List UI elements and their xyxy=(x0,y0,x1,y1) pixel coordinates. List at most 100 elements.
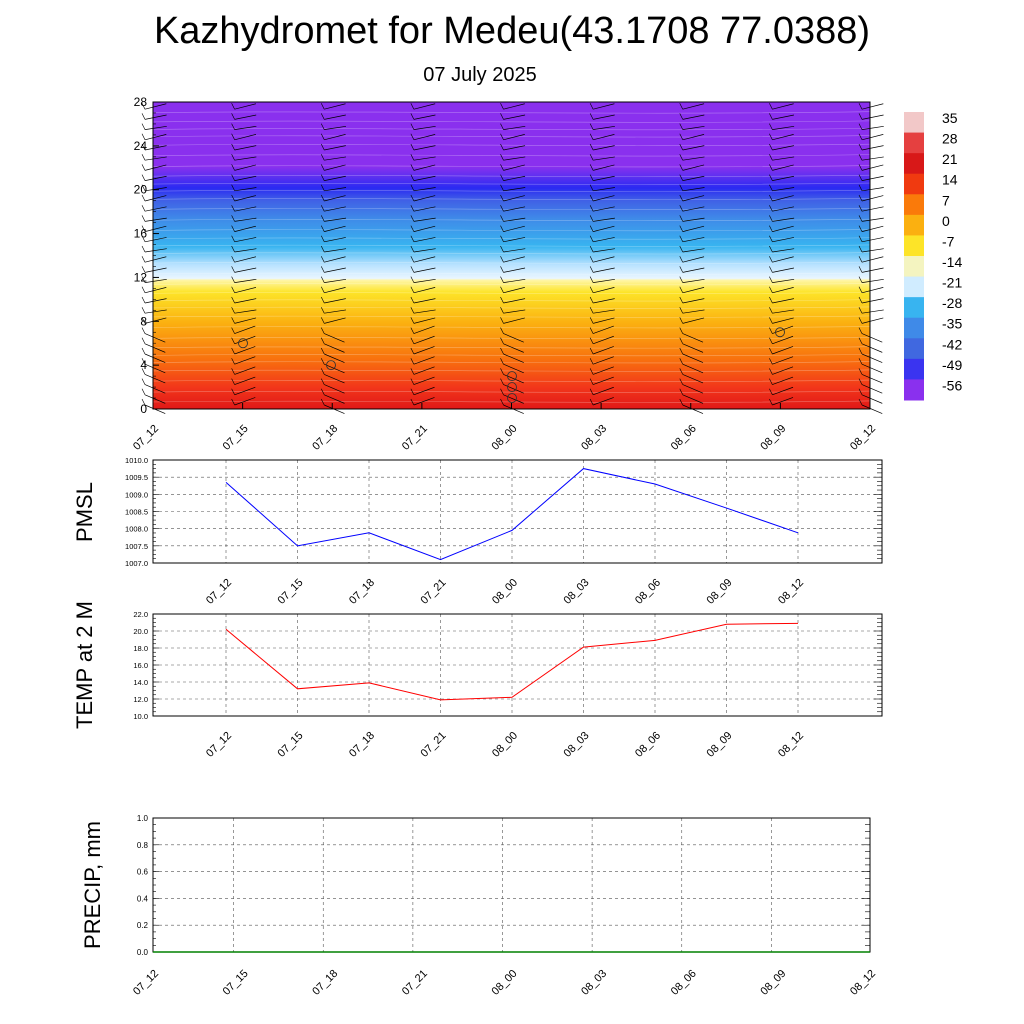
wind-barb-flag xyxy=(858,286,863,293)
wind-barb-flag xyxy=(589,133,594,140)
y-tick-label: 24 xyxy=(134,139,148,153)
y-tick-label: 0.6 xyxy=(137,868,149,877)
wind-barb xyxy=(324,217,347,222)
x-tick-label: 08_09 xyxy=(758,968,788,998)
wind-barb xyxy=(144,237,167,243)
wind-barb xyxy=(682,125,705,130)
wind-barb-flag xyxy=(141,205,146,212)
wind-barb-flag xyxy=(231,215,235,222)
contour-line xyxy=(152,306,871,309)
wind-barb-flag xyxy=(679,276,684,283)
wind-barb-flag xyxy=(589,103,594,110)
wind-barb-flag xyxy=(320,378,325,385)
contour-line xyxy=(152,291,871,295)
colorbar-swatch xyxy=(904,235,924,257)
wind-barb-flag xyxy=(769,378,773,385)
wind-barb xyxy=(144,298,167,304)
wind-barb xyxy=(682,114,705,120)
wind-barb xyxy=(413,125,436,130)
wind-barb xyxy=(144,317,167,324)
wind-barb xyxy=(234,267,257,273)
x-tick-label: 08_12 xyxy=(776,730,806,760)
wind-barb-flag xyxy=(679,205,684,212)
wind-barb xyxy=(861,103,884,110)
x-tick-label: 08_00 xyxy=(490,730,520,760)
wind-barb xyxy=(324,394,345,404)
wind-barb xyxy=(413,175,436,181)
wind-barb xyxy=(413,278,436,283)
colorbar-swatch xyxy=(904,112,924,134)
wind-barb xyxy=(861,114,884,120)
colorbar-label: -21 xyxy=(942,275,962,291)
wind-barb-flag xyxy=(500,245,504,253)
wind-barb xyxy=(682,317,705,324)
wind-barb xyxy=(593,114,615,120)
wind-barb xyxy=(682,363,704,374)
wind-barb xyxy=(682,134,705,141)
wind-barb-flag xyxy=(769,113,773,120)
wind-barb xyxy=(413,187,436,192)
wind-barb xyxy=(234,317,257,324)
wind-barb-flag xyxy=(769,307,773,314)
wind-barb xyxy=(861,206,884,212)
wind-barb-flag xyxy=(410,215,415,222)
wind-barb-flag xyxy=(500,225,504,232)
pmsl-panel: 1007.0 1007.5 1008.0 1008.5 1009.0 1009.5 1010… xyxy=(72,456,883,607)
wind-barb-flag xyxy=(679,286,684,293)
wind-barb xyxy=(234,187,257,192)
wind-barb xyxy=(772,335,794,345)
temperature-panel: 0 4 8 12 16 20 24 28 07_12 07_15 07_18 07_21 08_00 08… xyxy=(131,95,884,453)
wind-barb xyxy=(682,309,705,314)
wind-barb xyxy=(593,125,615,130)
y-tick-label: 16.0 xyxy=(133,661,148,670)
wind-barb xyxy=(682,256,705,263)
wind-barb xyxy=(413,164,436,171)
contour-line xyxy=(152,237,871,240)
wind-barb-flag xyxy=(500,347,504,355)
wind-barb-flag xyxy=(858,164,863,171)
wind-barb-flag xyxy=(410,256,415,263)
wind-barb-flag xyxy=(679,143,684,151)
wind-barb xyxy=(324,125,347,130)
wind-barb-flag xyxy=(410,398,415,406)
wind-barb-flag xyxy=(858,235,863,242)
colorbar-swatch xyxy=(904,153,924,175)
wind-barb-flag xyxy=(141,215,146,222)
wind-barb xyxy=(593,187,615,192)
wind-barb xyxy=(324,353,345,363)
wind-barb-flag xyxy=(141,378,146,385)
y-tick-label: 16 xyxy=(134,227,148,241)
wind-barb xyxy=(144,145,167,151)
wind-barb-flag xyxy=(679,296,684,304)
wind-barb-flag xyxy=(141,113,146,120)
wind-barb-flag xyxy=(231,317,235,324)
wind-barb-flag xyxy=(320,174,325,181)
wind-barb-flag xyxy=(500,276,504,283)
wind-barb xyxy=(503,225,525,232)
wind-barb-flag xyxy=(679,256,684,263)
wind-barb-flag xyxy=(769,368,773,375)
wind-barb xyxy=(234,114,257,120)
wind-barb-flag xyxy=(769,286,773,293)
wind-barb xyxy=(682,248,705,253)
y-tick-label: 1010.0 xyxy=(125,456,148,465)
wind-barb xyxy=(144,103,167,110)
wind-barb xyxy=(234,309,257,314)
wind-barb-flag xyxy=(679,215,684,222)
y-tick-label: 1.0 xyxy=(137,814,149,823)
wind-barb xyxy=(593,298,615,304)
wind-barb-flag xyxy=(410,174,415,181)
wind-barb xyxy=(593,376,614,385)
wind-barb xyxy=(772,376,794,385)
wind-barb xyxy=(772,125,795,130)
wind-barb xyxy=(503,309,526,314)
wind-barb-flag xyxy=(320,286,325,293)
y-tick-label: 0.8 xyxy=(137,841,149,850)
x-tick-label: 07_21 xyxy=(419,577,449,607)
wind-barb xyxy=(682,175,705,181)
colorbar-swatch xyxy=(904,358,924,380)
wind-barb xyxy=(324,298,346,304)
wind-barb xyxy=(413,309,436,314)
x-tick-label: 07_15 xyxy=(276,730,306,760)
wind-barb-flag xyxy=(858,245,863,253)
